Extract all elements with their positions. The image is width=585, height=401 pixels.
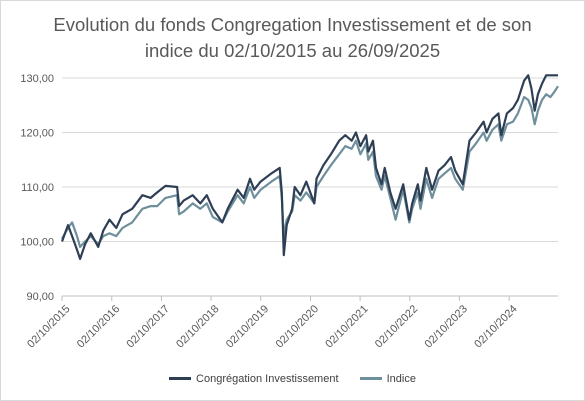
series-line-index	[61, 85, 559, 248]
chart-legend: Congrégation Investissement Indice	[0, 371, 585, 385]
legend-label-fund: Congrégation Investissement	[196, 372, 339, 385]
legend-item-fund: Congrégation Investissement	[169, 372, 339, 385]
y-tick-label: 90,00	[26, 291, 54, 303]
legend-swatch-fund	[169, 377, 192, 380]
x-tick-label: 02/10/2018	[174, 303, 221, 350]
legend-label-index: Indice	[386, 372, 416, 385]
x-tick-label: 02/10/2021	[323, 303, 370, 350]
y-tick-label: 130,00	[20, 73, 54, 85]
legend-swatch-index	[359, 377, 382, 380]
legend-item-index: Indice	[359, 372, 416, 385]
series-line-fund	[60, 74, 558, 260]
x-tick-label: 02/10/2024	[472, 303, 519, 350]
chart-title: Evolution du fonds Congregation Investis…	[0, 12, 585, 64]
x-tick-label: 02/10/2016	[75, 303, 122, 350]
x-tick-label: 02/10/2015	[25, 303, 72, 350]
x-tick-label: 02/10/2019	[224, 303, 271, 350]
x-tick-label: 02/10/2017	[125, 303, 172, 350]
x-tick-label: 02/10/2020	[274, 303, 321, 350]
y-tick-label: 120,00	[20, 128, 54, 140]
x-tick-label: 02/10/2022	[373, 303, 420, 350]
y-tick-label: 110,00	[21, 182, 54, 194]
y-tick-label: 100,00	[20, 237, 54, 249]
x-tick-label: 02/10/2023	[423, 303, 470, 350]
chart-title-line-1: Evolution du fonds Congregation Investis…	[53, 14, 532, 35]
chart-title-line-2: indice du 02/10/2015 au 26/09/2025	[144, 40, 441, 61]
